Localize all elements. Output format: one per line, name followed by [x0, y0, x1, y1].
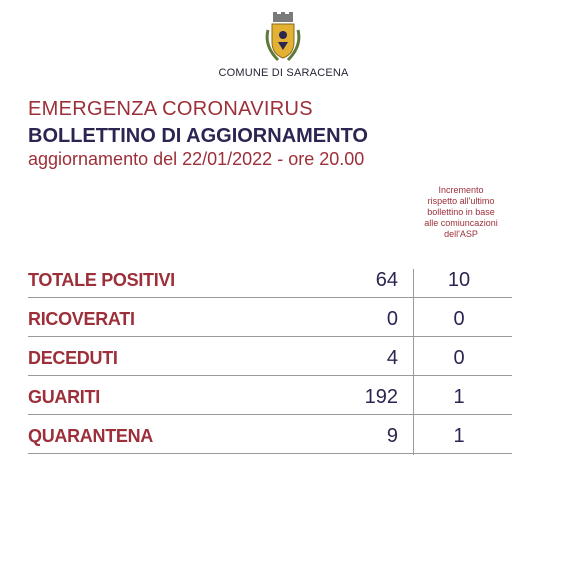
row-divider — [28, 414, 512, 415]
row-value: 4 — [386, 347, 398, 369]
row-divider — [28, 297, 512, 298]
row-divider — [28, 453, 512, 454]
row-label: TOTALE POSITIVI — [28, 270, 175, 290]
row-increment: 0 — [453, 308, 465, 330]
row-label: GUARITI — [28, 387, 100, 407]
column-divider — [413, 269, 414, 455]
table-row: QUARANTENA 9 1 — [28, 416, 512, 454]
municipal-crest-icon — [265, 12, 301, 62]
row-increment: 10 — [447, 269, 471, 291]
row-value: 9 — [386, 425, 398, 447]
row-value: 192 — [364, 386, 398, 408]
increment-column-note: Incremento rispetto all'ultimo bollettin… — [418, 185, 504, 240]
table-row: TOTALE POSITIVI 64 10 — [28, 260, 512, 298]
row-increment: 1 — [453, 425, 465, 447]
row-value: 64 — [375, 269, 398, 291]
bulletin-title: BOLLETTINO DI AGGIORNAMENTO — [28, 125, 368, 147]
note-line: Incremento — [438, 185, 484, 195]
row-divider — [28, 336, 512, 337]
emergency-title: EMERGENZA CORONAVIRUS — [28, 98, 313, 120]
row-increment: 1 — [453, 386, 465, 408]
row-label: QUARANTENA — [28, 426, 153, 446]
note-line: rispetto all'ultimo — [427, 196, 495, 206]
row-label: DECEDUTI — [28, 348, 118, 368]
municipality-name: COMUNE DI SARACENA — [218, 67, 349, 79]
table-row: DECEDUTI 4 0 — [28, 338, 512, 376]
table-row: RICOVERATI 0 0 — [28, 299, 512, 337]
update-date: aggiornamento del 22/01/2022 - ore 20.00 — [28, 149, 365, 169]
row-label: RICOVERATI — [28, 309, 135, 329]
table-row: GUARITI 192 1 — [28, 377, 512, 415]
row-divider — [28, 375, 512, 376]
row-value: 0 — [386, 308, 398, 330]
note-line: bollettino in base — [427, 207, 495, 217]
row-increment: 0 — [453, 347, 465, 369]
note-line: dell'ASP — [444, 229, 478, 239]
note-line: alle comiuncazioni — [424, 218, 498, 228]
